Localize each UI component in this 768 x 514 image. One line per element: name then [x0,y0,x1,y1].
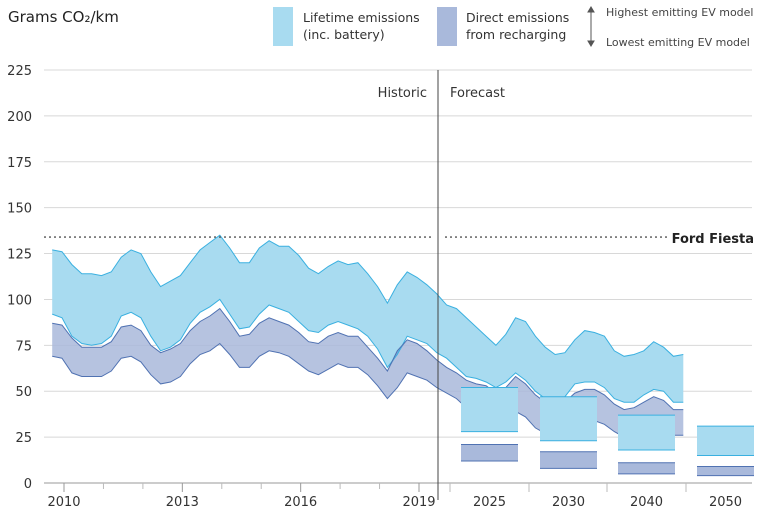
y-axis-ticks: 0 25 50 75 100 125 150 175 200 225 [7,64,32,492]
x-tick-2030: 2030 [552,495,585,510]
forecast-layer [461,387,754,477]
y-axis-title: Grams CO₂/km [8,8,119,26]
x-tick-2010: 2010 [47,495,80,510]
y-tick-125: 125 [7,248,32,263]
x-tick-2013: 2013 [166,495,199,510]
x-tick-2050: 2050 [709,495,742,510]
lifetime-upper-line [52,234,684,357]
forecast-lifetime-2040 [618,415,675,450]
legend-lifetime-line2: (inc. battery) [303,27,385,42]
forecast-lifetime-2050 [697,426,754,456]
legend-swatch-lifetime [273,7,293,46]
historic-label: Historic [378,86,427,101]
direct-upper-line [52,307,684,411]
forecast-lifetime-2030 [540,396,597,441]
legend-swatch-direct [437,7,457,46]
forecast-label: Forecast [450,86,505,101]
direct-band [52,308,684,438]
y-tick-50: 50 [15,385,32,400]
y-tick-200: 200 [7,110,32,125]
x-tick-2040: 2040 [630,495,663,510]
y-tick-175: 175 [7,156,32,171]
y-tick-150: 150 [7,202,32,217]
lifetime-band [52,235,684,403]
reference-line-label: Ford Fiesta [672,232,754,247]
series-layer [52,234,684,438]
forecast-direct-2040 [618,462,675,474]
forecast-direct-2030 [540,451,597,469]
y-tick-75: 75 [15,339,32,354]
legend-direct-line1: Direct emissions [466,10,569,25]
legend-range-arrow-icon [587,6,595,47]
x-tick-2016: 2016 [284,495,317,510]
y-tick-225: 225 [7,64,32,79]
legend-direct-line2: from recharging [466,27,566,42]
x-tick-2019: 2019 [402,495,435,510]
y-tick-0: 0 [24,477,32,492]
x-tick-2025: 2025 [473,495,506,510]
legend-lifetime-line1: Lifetime emissions [303,10,420,25]
y-tick-25: 25 [15,431,32,446]
y-tick-100: 100 [7,293,32,308]
forecast-lifetime-2025 [461,387,518,432]
forecast-direct-2025 [461,444,518,461]
forecast-direct-2050 [697,466,754,476]
legend-highest: Highest emitting EV model [606,6,754,19]
x-axis-ticks: 2010 2013 2016 2019 2025 2030 2040 2050 [47,483,742,510]
legend-lowest: Lowest emitting EV model [606,36,750,49]
lifetime-lower-line [52,298,684,403]
